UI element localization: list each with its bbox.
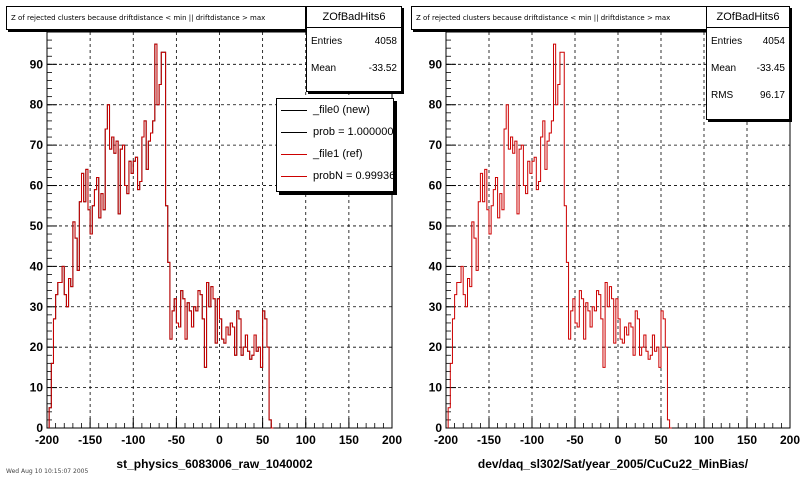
right-stats-value: 96.17 <box>759 90 785 101</box>
right-stats-row: RMS 96.17 <box>707 82 789 109</box>
legend-label: _file0 (new) <box>313 104 370 116</box>
right-y-tick-label: 30 <box>429 300 443 314</box>
right-stats-value: 4054 <box>762 36 785 47</box>
legend-label: _file1 (ref) <box>313 148 363 160</box>
legend-entry: _file1 (ref) <box>277 143 393 165</box>
right-x-tick-label: 50 <box>654 433 668 447</box>
left-x-tick-label: 50 <box>256 433 270 447</box>
right-y-tick-label: 0 <box>435 421 442 435</box>
left-y-tick-label: 90 <box>30 57 44 71</box>
left-stats-label: Mean <box>311 63 337 74</box>
left-stats-value: -33.52 <box>368 63 397 74</box>
left-stats-label: Entries <box>311 36 343 47</box>
left-y-tick-label: 60 <box>30 179 44 193</box>
left-title-box: Z of rejected clusters because driftdist… <box>6 6 306 30</box>
left-x-tick-label: 100 <box>296 433 316 447</box>
left-stats-row: Mean -33.52 <box>307 55 401 82</box>
left-y-tick-label: 80 <box>30 98 44 112</box>
right-stats-label: RMS <box>711 90 734 101</box>
right-x-tick-label: -100 <box>520 433 544 447</box>
legend-swatch <box>281 153 307 155</box>
right-y-tick-label: 80 <box>429 98 443 112</box>
right-x-tick-label: -150 <box>477 433 501 447</box>
left-histogram-series <box>48 43 274 429</box>
left-y-tick-label: 20 <box>30 340 44 354</box>
left-x-tick-label: -200 <box>35 433 59 447</box>
right-y-tick-label: 60 <box>429 179 443 193</box>
left-y-tick-label: 10 <box>30 381 44 395</box>
footer-timestamp: Wed Aug 10 10:15:07 2005 <box>6 468 89 475</box>
left-stats-box: ZOfBadHits6 Entries 4058 Mean -33.52 <box>306 6 402 92</box>
legend-label: probN = 0.99936 <box>313 170 394 182</box>
right-stats-row: Entries 4054 <box>707 28 789 55</box>
right-x-tick-label: 150 <box>737 433 757 447</box>
right-y-tick-label: 10 <box>429 381 443 395</box>
left-x-tick-label: 200 <box>382 433 402 447</box>
right-x-tick-label: 200 <box>780 433 800 447</box>
left-stats-title: ZOfBadHits6 <box>307 7 401 28</box>
left-y-tick-label: 0 <box>36 421 43 435</box>
right-stats-label: Entries <box>711 36 743 47</box>
left-title: Z of rejected clusters because driftdist… <box>11 14 266 22</box>
right-x-axis-label: dev/daq_sl302/Sat/year_2005/CuCu22_MinBi… <box>478 457 749 471</box>
legend-swatch <box>281 109 307 111</box>
legend-entry: prob = 1.000000 <box>277 121 393 143</box>
left-x-tick-label: 0 <box>216 433 223 447</box>
right-x-tick-label: -50 <box>566 433 584 447</box>
right-title-box: Z of rejected clusters because driftdist… <box>411 6 711 30</box>
right-stats-value: -33.45 <box>756 63 785 74</box>
right-y-tick-label: 20 <box>429 340 443 354</box>
left-y-tick-label: 30 <box>30 300 44 314</box>
left-legend: _file0 (new) prob = 1.000000 _file1 (ref… <box>276 98 394 192</box>
left-y-tick-label: 70 <box>30 138 44 152</box>
left-y-tick-label: 40 <box>30 259 44 273</box>
right-x-tick-label: 100 <box>694 433 714 447</box>
legend-label: prob = 1.000000 <box>313 126 394 138</box>
right-y-tick-label: 70 <box>429 138 443 152</box>
right-y-tick-label: 40 <box>429 259 443 273</box>
left-x-tick-label: -50 <box>168 433 186 447</box>
right-histogram-series <box>447 43 672 429</box>
left-x-tick-label: -100 <box>121 433 145 447</box>
right-x-tick-label: -200 <box>434 433 458 447</box>
left-stats-value: 4058 <box>374 36 397 47</box>
left-y-tick-label: 50 <box>30 219 44 233</box>
legend-entry: probN = 0.99936 <box>277 165 393 187</box>
legend-swatch <box>281 175 307 177</box>
right-stats-box: ZOfBadHits6 Entries 4054 Mean -33.45 RMS… <box>706 6 790 120</box>
legend-swatch <box>281 131 307 133</box>
legend-entry: _file0 (new) <box>277 99 393 121</box>
left-x-tick-label: 150 <box>339 433 359 447</box>
left-x-tick-label: -150 <box>78 433 102 447</box>
right-x-tick-label: 0 <box>615 433 622 447</box>
left-x-axis-label: st_physics_6083006_raw_1040002 <box>116 457 312 471</box>
right-stats-row: Mean -33.45 <box>707 55 789 82</box>
right-y-tick-label: 50 <box>429 219 443 233</box>
right-y-tick-label: 90 <box>429 57 443 71</box>
left-stats-row: Entries 4058 <box>307 28 401 55</box>
right-stats-label: Mean <box>711 63 737 74</box>
right-title: Z of rejected clusters because driftdist… <box>416 14 671 22</box>
right-stats-title: ZOfBadHits6 <box>707 7 789 28</box>
